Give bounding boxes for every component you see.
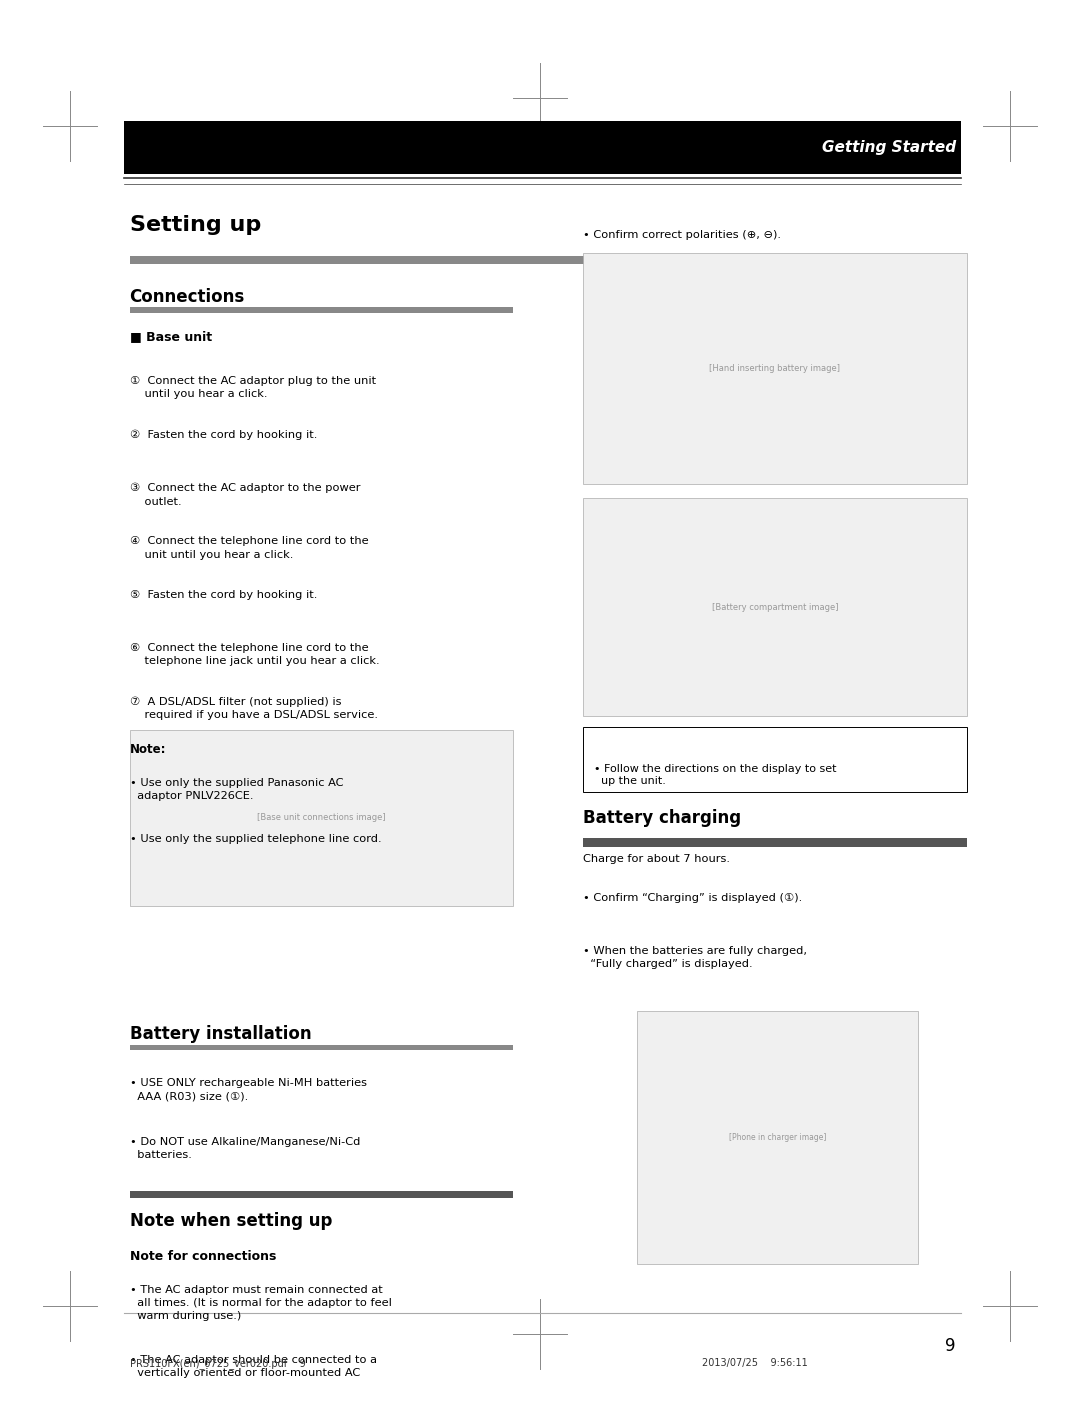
Text: • Follow the directions on the display to set
  up the unit.: • Follow the directions on the display t… — [594, 764, 837, 786]
Text: PRS110FX(en)_0725_ver020.pdf    9: PRS110FX(en)_0725_ver020.pdf 9 — [130, 1358, 306, 1369]
Bar — [130, 256, 961, 264]
Text: • Use only the supplied telephone line cord.: • Use only the supplied telephone line c… — [130, 834, 381, 844]
Bar — [583, 838, 967, 847]
Bar — [583, 498, 967, 716]
Text: Note when setting up: Note when setting up — [130, 1212, 332, 1230]
Text: Note for connections: Note for connections — [130, 1250, 276, 1262]
Text: • Confirm correct polarities (⊕, ⊖).: • Confirm correct polarities (⊕, ⊖). — [583, 230, 781, 240]
Text: Note:: Note: — [130, 743, 166, 755]
Text: [Phone in charger image]: [Phone in charger image] — [729, 1133, 826, 1141]
Text: Battery charging: Battery charging — [583, 809, 741, 827]
Text: ③  Connect the AC adaptor to the power
    outlet.: ③ Connect the AC adaptor to the power ou… — [130, 483, 360, 507]
Text: ①  Connect the AC adaptor plug to the unit
    until you hear a click.: ① Connect the AC adaptor plug to the uni… — [130, 376, 376, 400]
Text: [Base unit connections image]: [Base unit connections image] — [257, 813, 386, 823]
Text: • USE ONLY rechargeable Ni-MH batteries
  AAA (R03) size (①).: • USE ONLY rechargeable Ni-MH batteries … — [130, 1078, 366, 1102]
Bar — [130, 1045, 513, 1050]
Text: Connections: Connections — [130, 288, 245, 306]
Text: ■ Base unit: ■ Base unit — [130, 330, 212, 343]
Bar — [130, 307, 513, 313]
Bar — [130, 730, 513, 906]
Bar — [583, 253, 967, 484]
Bar — [583, 727, 967, 792]
Text: Setting up: Setting up — [130, 215, 261, 234]
Text: • The AC adaptor should be connected to a
  vertically oriented or floor-mounted: • The AC adaptor should be connected to … — [130, 1355, 377, 1379]
Text: ⑦  A DSL/ADSL filter (not supplied) is
    required if you have a DSL/ADSL servi: ⑦ A DSL/ADSL filter (not supplied) is re… — [130, 696, 378, 720]
Text: 2013/07/25    9:56:11: 2013/07/25 9:56:11 — [702, 1358, 808, 1367]
Text: • When the batteries are fully charged,
  “Fully charged” is displayed.: • When the batteries are fully charged, … — [583, 946, 807, 970]
Text: Charge for about 7 hours.: Charge for about 7 hours. — [583, 854, 730, 863]
Text: • The AC adaptor must remain connected at
  all times. (It is normal for the ada: • The AC adaptor must remain connected a… — [130, 1285, 391, 1321]
Text: • Use only the supplied Panasonic AC
  adaptor PNLV226CE.: • Use only the supplied Panasonic AC ada… — [130, 778, 343, 802]
Bar — [637, 1011, 918, 1264]
Text: ⑤  Fasten the cord by hooking it.: ⑤ Fasten the cord by hooking it. — [130, 590, 316, 600]
Text: Battery installation: Battery installation — [130, 1025, 311, 1043]
Text: • Confirm “Charging” is displayed (①).: • Confirm “Charging” is displayed (①). — [583, 893, 802, 903]
Text: ②  Fasten the cord by hooking it.: ② Fasten the cord by hooking it. — [130, 430, 316, 439]
Text: Getting Started: Getting Started — [822, 140, 956, 154]
Text: ⑥  Connect the telephone line cord to the
    telephone line jack until you hear: ⑥ Connect the telephone line cord to the… — [130, 643, 379, 667]
Text: • Do NOT use Alkaline/Manganese/Ni-Cd
  batteries.: • Do NOT use Alkaline/Manganese/Ni-Cd ba… — [130, 1137, 360, 1161]
Text: [Battery compartment image]: [Battery compartment image] — [712, 602, 838, 612]
Text: 9: 9 — [945, 1337, 956, 1355]
Text: ④  Connect the telephone line cord to the
    unit until you hear a click.: ④ Connect the telephone line cord to the… — [130, 536, 368, 560]
Bar — [130, 1191, 513, 1198]
Text: [Hand inserting battery image]: [Hand inserting battery image] — [710, 364, 840, 373]
Bar — [124, 121, 961, 174]
